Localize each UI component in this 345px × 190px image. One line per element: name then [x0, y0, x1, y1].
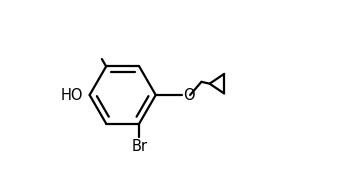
Text: HO: HO — [61, 88, 83, 102]
Text: O: O — [184, 88, 195, 102]
Text: Br: Br — [131, 139, 147, 154]
